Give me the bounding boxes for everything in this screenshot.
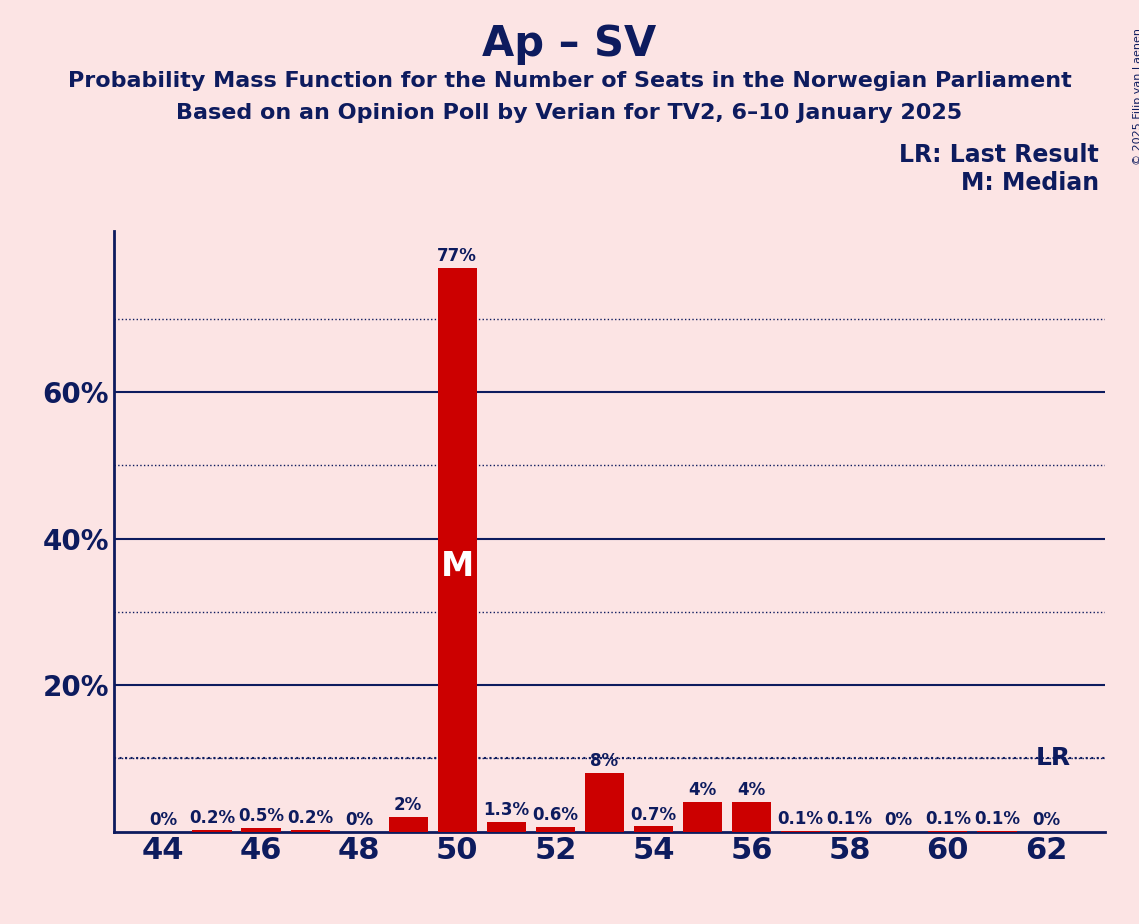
Text: Based on an Opinion Poll by Verian for TV2, 6–10 January 2025: Based on an Opinion Poll by Verian for T… — [177, 103, 962, 124]
Bar — [683, 802, 722, 832]
Text: 77%: 77% — [437, 247, 477, 264]
Text: 0.1%: 0.1% — [925, 810, 970, 828]
Bar — [290, 830, 330, 832]
Text: 0.5%: 0.5% — [238, 807, 284, 825]
Text: 0%: 0% — [1032, 810, 1060, 829]
Text: 0%: 0% — [885, 810, 912, 829]
Text: Ap – SV: Ap – SV — [483, 23, 656, 65]
Text: 0.6%: 0.6% — [532, 807, 579, 824]
Text: 1.3%: 1.3% — [483, 801, 530, 820]
Text: 0%: 0% — [345, 810, 374, 829]
Text: 0.2%: 0.2% — [189, 809, 235, 827]
Bar — [192, 830, 231, 832]
Text: M: Median: M: Median — [961, 171, 1099, 195]
Bar — [437, 268, 477, 832]
Bar — [732, 802, 771, 832]
Text: 0.1%: 0.1% — [827, 810, 872, 828]
Text: 4%: 4% — [737, 782, 765, 799]
Text: 0%: 0% — [149, 810, 177, 829]
Bar — [535, 827, 575, 832]
Text: Probability Mass Function for the Number of Seats in the Norwegian Parliament: Probability Mass Function for the Number… — [67, 71, 1072, 91]
Text: 0.1%: 0.1% — [974, 810, 1019, 828]
Text: 2%: 2% — [394, 796, 423, 814]
Bar — [388, 817, 428, 832]
Text: 8%: 8% — [590, 752, 618, 770]
Bar — [634, 826, 673, 832]
Text: M: M — [441, 550, 474, 583]
Text: 0.2%: 0.2% — [287, 809, 334, 827]
Bar — [584, 773, 624, 832]
Bar — [486, 822, 526, 832]
Text: LR: Last Result: LR: Last Result — [900, 143, 1099, 167]
Text: 4%: 4% — [688, 782, 716, 799]
Text: 0.1%: 0.1% — [778, 810, 823, 828]
Text: LR: LR — [1035, 747, 1071, 771]
Text: 0.7%: 0.7% — [631, 806, 677, 823]
Bar — [241, 828, 280, 832]
Text: © 2025 Filip van Laenen: © 2025 Filip van Laenen — [1133, 28, 1139, 164]
